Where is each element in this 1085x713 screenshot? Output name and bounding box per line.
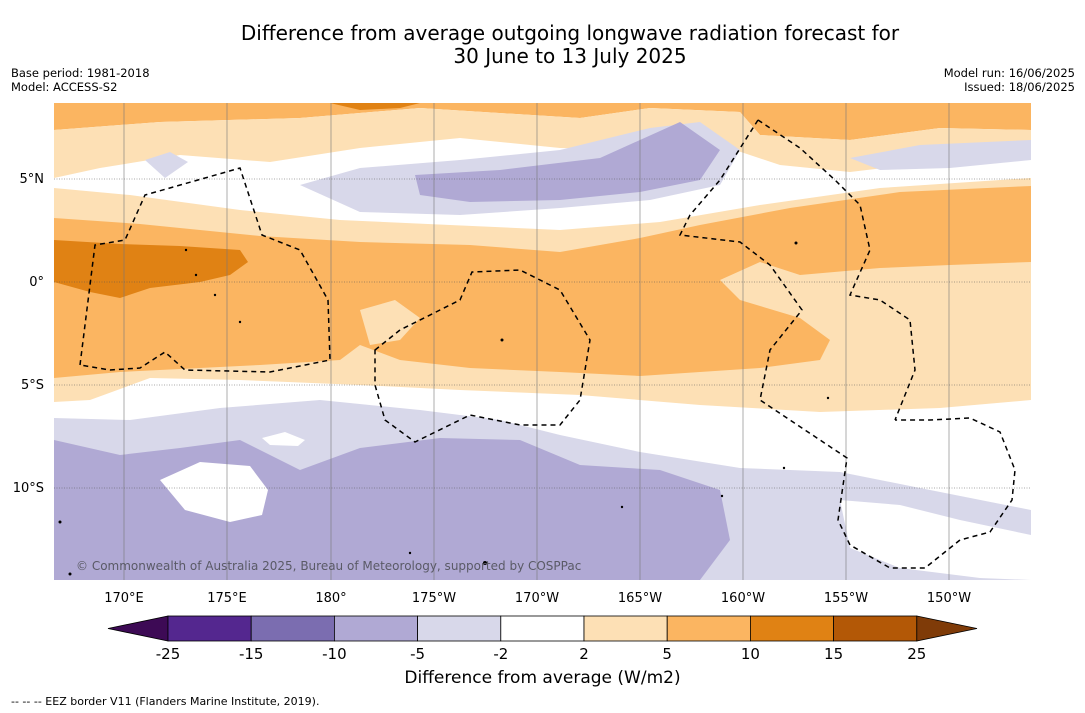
colorbar-tick-label: -5 <box>410 645 425 663</box>
colorbar-tick-label: 10 <box>741 645 760 663</box>
longitude-labels: 170°E 175°E 180° 175°W 170°W 165°W 160°W… <box>104 591 971 606</box>
colorbar-segment <box>167 615 252 642</box>
anomaly-patch-strong <box>54 240 248 298</box>
anomaly-blob-small <box>145 152 188 178</box>
issued-date: Issued: 18/06/2025 <box>964 80 1075 94</box>
colorbar-ticks: -25 -15 -10 -5 -2 2 5 10 15 25 <box>156 645 927 663</box>
lon-label: 170°E <box>104 591 144 606</box>
anomaly-band-north-light <box>54 108 1031 178</box>
latitude-labels: 5°N 0° 5°S 10°S <box>13 172 44 496</box>
model-run: Model run: 16/06/2025 <box>943 66 1075 80</box>
colorbar-segment <box>833 615 918 642</box>
anomaly-gap-equator <box>360 300 420 345</box>
colorbar-extend-low <box>107 615 169 642</box>
colorbar-tick-label: -15 <box>239 645 264 663</box>
colorbar-title: Difference from average (W/m2) <box>404 668 681 688</box>
colorbar-tick-label: -10 <box>322 645 347 663</box>
lon-label: 155°W <box>824 591 868 606</box>
anomaly-band-north-east <box>850 140 1031 170</box>
colorbar-tick-label: 5 <box>662 645 672 663</box>
colorbar-tick-label: -2 <box>493 645 508 663</box>
colorbar-tick-label: -25 <box>156 645 181 663</box>
eez-borders <box>79 119 1016 569</box>
colorbar-segment <box>500 615 585 642</box>
title-line-1: Difference from average outgoing longwav… <box>240 21 900 45</box>
colorbar-tick-label: 2 <box>579 645 589 663</box>
lon-label: 160°W <box>721 591 765 606</box>
lon-label: 180° <box>315 591 346 606</box>
colorbar-tick-label: 25 <box>907 645 926 663</box>
colorbar-tick-label: 15 <box>824 645 843 663</box>
colorbar-segment <box>333 615 418 642</box>
lat-label: 5°N <box>20 172 45 187</box>
anomaly-band-north-negative-strong <box>415 122 720 202</box>
lon-label: 165°W <box>618 591 662 606</box>
title-line-2: 30 June to 13 July 2025 <box>453 44 687 68</box>
lon-label: 175°W <box>412 591 456 606</box>
map-area: © Commonwealth of Australia 2025, Bureau… <box>54 103 1031 580</box>
colorbar <box>107 615 978 642</box>
colorbar-segment <box>750 615 835 642</box>
anomaly-patch-top <box>330 103 420 110</box>
lat-label: 10°S <box>13 481 44 496</box>
island-markers <box>58 241 830 576</box>
lat-label: 5°S <box>21 378 44 393</box>
anomaly-white-hole-small <box>262 432 305 446</box>
colorbar-segment <box>417 615 502 642</box>
meta-left: Base period: 1981-2018 Model: ACCESS-S2 <box>11 66 150 94</box>
anomaly-white-hole <box>160 462 268 522</box>
colorbar-extend-high <box>916 615 978 642</box>
base-period: Base period: 1981-2018 <box>11 66 150 80</box>
meta-right: Model run: 16/06/2025 Issued: 18/06/2025 <box>944 66 1075 94</box>
lon-label: 170°W <box>515 591 559 606</box>
colorbar-segment <box>583 615 668 642</box>
model-name: Model: ACCESS-S2 <box>11 80 118 94</box>
eez-footnote: -- -- -- EEZ border V11 (Flanders Marine… <box>11 695 320 708</box>
anomaly-white-region-east <box>840 500 1031 580</box>
copyright-text: © Commonwealth of Australia 2025, Bureau… <box>76 559 581 573</box>
gridlines <box>54 178 1031 489</box>
lat-label: 0° <box>29 275 44 290</box>
meridians <box>123 103 950 580</box>
colorbar-segment <box>666 615 751 642</box>
colorbar-segment <box>250 615 335 642</box>
anomaly-band-north-top <box>54 103 1031 140</box>
lon-label: 175°E <box>207 591 247 606</box>
chart-title: Difference from average outgoing longwav… <box>0 22 1085 68</box>
lon-label: 150°W <box>927 591 971 606</box>
